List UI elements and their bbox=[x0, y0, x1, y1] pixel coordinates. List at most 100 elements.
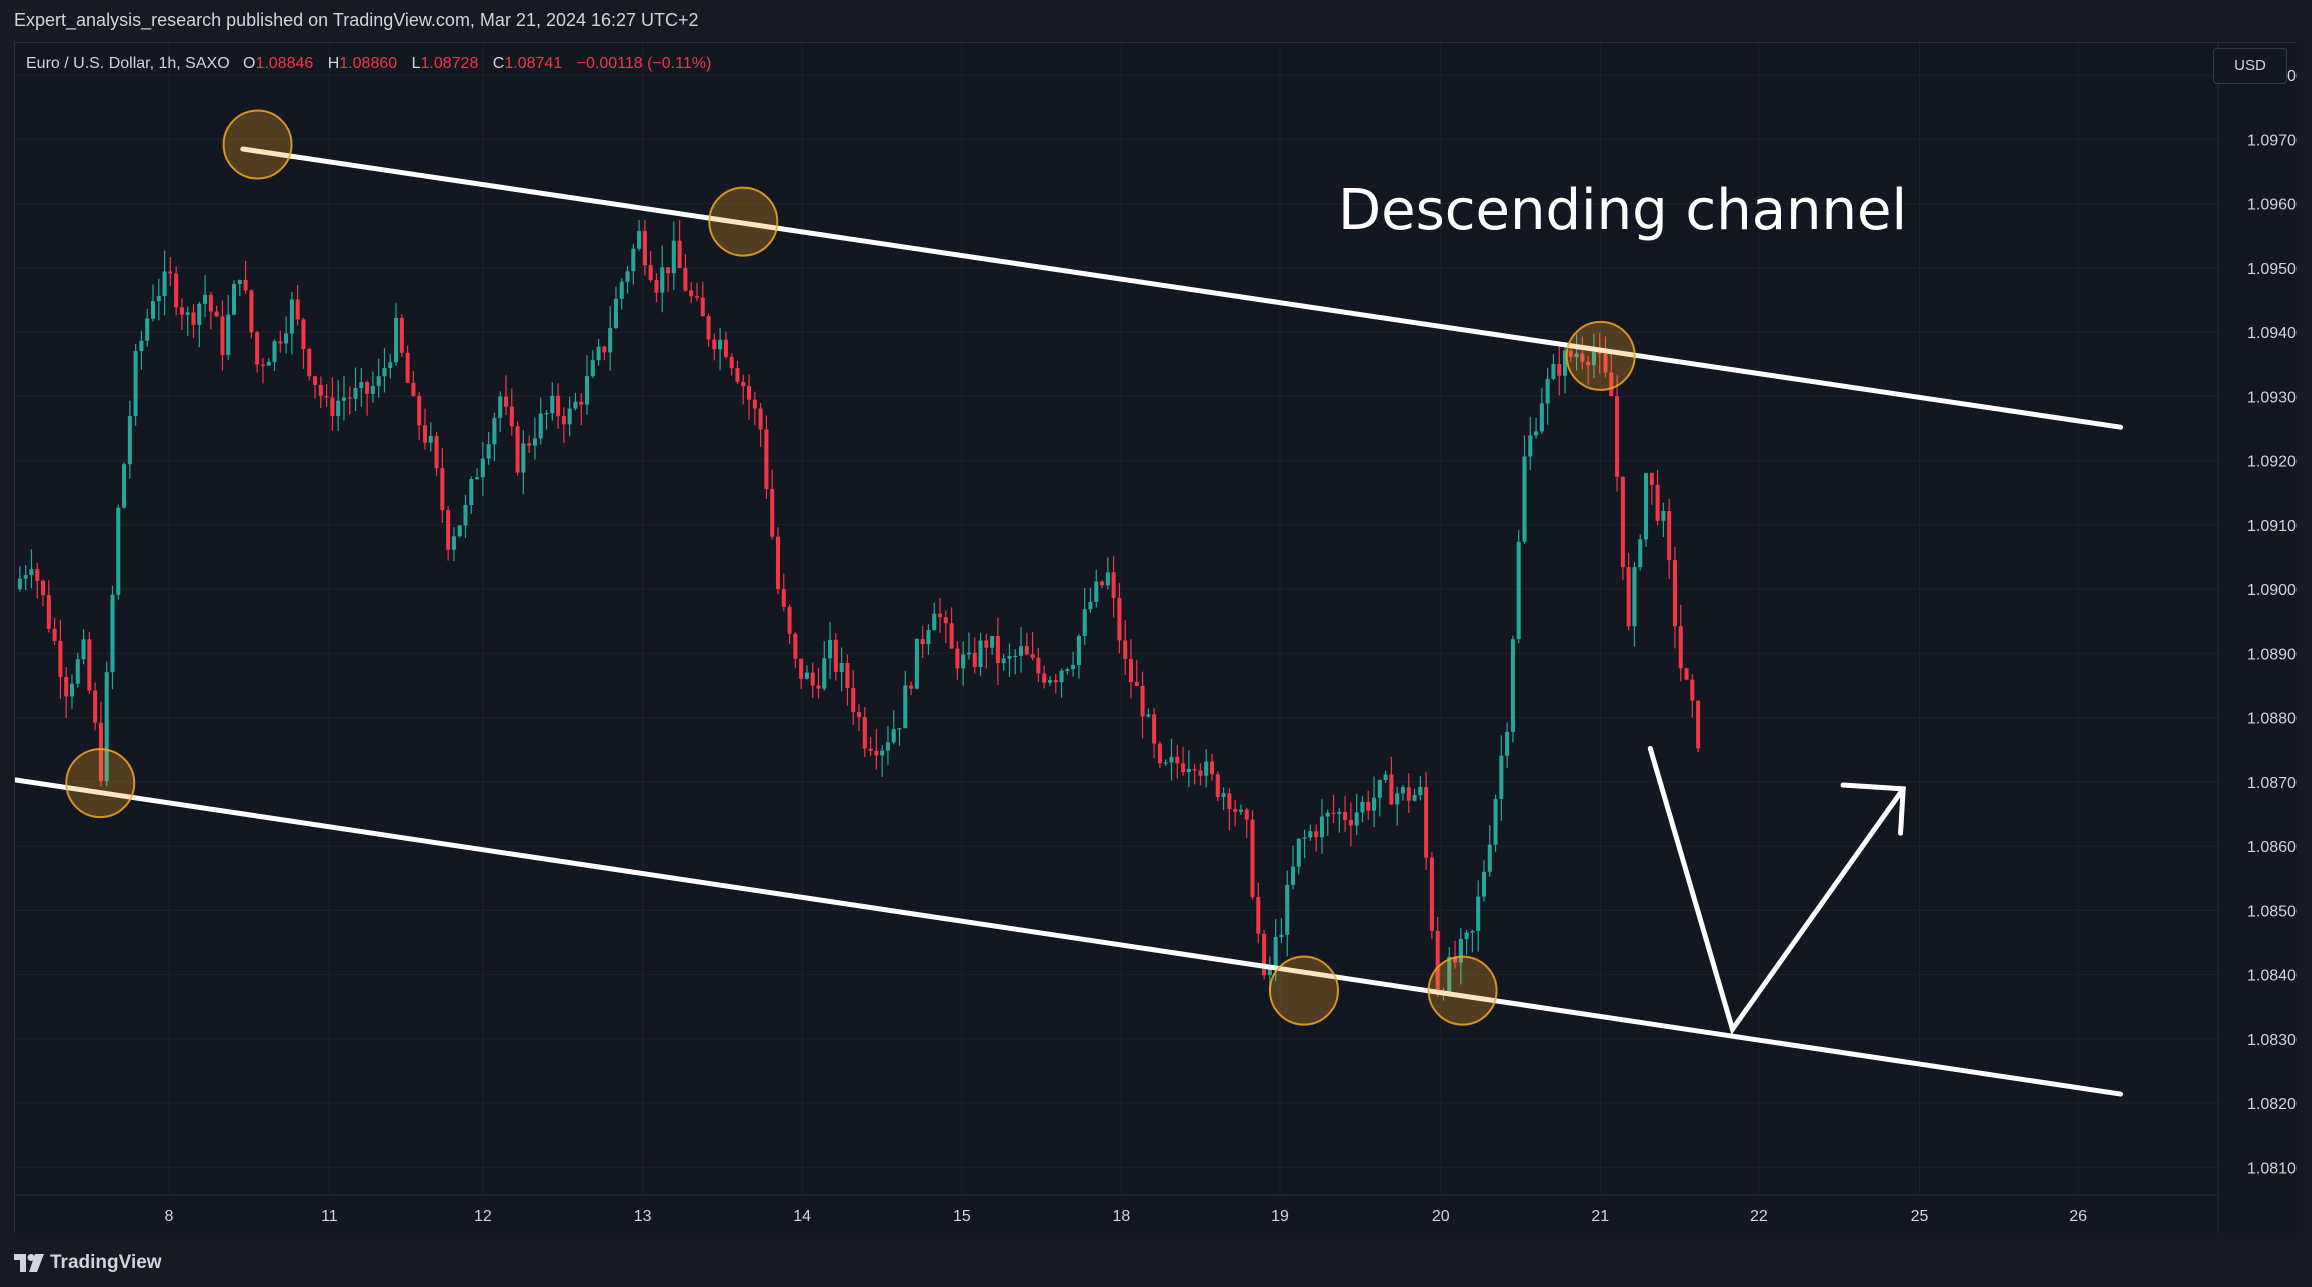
candle-body bbox=[185, 312, 190, 315]
candle-body bbox=[764, 429, 769, 490]
candle-body bbox=[17, 578, 22, 590]
x-tick-label: 22 bbox=[1750, 1208, 1768, 1225]
candle-body bbox=[631, 248, 636, 272]
candle-body bbox=[150, 301, 156, 319]
x-tick-label: 18 bbox=[1112, 1208, 1130, 1225]
candle-body bbox=[1146, 714, 1151, 717]
candle-body bbox=[874, 750, 879, 756]
candle-body bbox=[1389, 774, 1394, 805]
candle-body bbox=[1597, 352, 1602, 354]
candle-body bbox=[1586, 361, 1591, 366]
candle-body bbox=[1157, 743, 1162, 764]
candle-body bbox=[966, 652, 971, 655]
candle-body bbox=[330, 397, 335, 416]
candle-body bbox=[1522, 456, 1527, 542]
currency-button[interactable]: USD bbox=[2213, 48, 2287, 84]
candle-body bbox=[1470, 930, 1475, 933]
candle-body bbox=[1638, 539, 1643, 568]
candle-body bbox=[509, 406, 514, 427]
chart-panel[interactable]: 1.098001.097001.096001.095001.094001.093… bbox=[14, 42, 2297, 1233]
touch-circle bbox=[1565, 320, 1636, 391]
candle-body bbox=[237, 279, 242, 285]
candle-body bbox=[851, 687, 856, 713]
candle-body bbox=[729, 356, 734, 369]
candle-body bbox=[260, 364, 265, 366]
x-tick-label: 14 bbox=[793, 1208, 811, 1225]
tradingview-logo-text: TradingView bbox=[50, 1252, 162, 1273]
candle-body bbox=[770, 489, 775, 537]
tradingview-logo[interactable]: TradingView bbox=[14, 1250, 162, 1276]
channel-annotation-text: Descending channel bbox=[1338, 178, 1907, 243]
candle-body bbox=[1262, 933, 1267, 976]
candle-body bbox=[1296, 838, 1301, 867]
candle-body bbox=[972, 652, 977, 668]
channel-lower-line bbox=[15, 777, 2124, 1097]
candle-body bbox=[683, 267, 688, 291]
candle-body bbox=[417, 395, 422, 426]
candle-body bbox=[573, 401, 578, 409]
candle-body bbox=[602, 346, 607, 353]
candle-body bbox=[1435, 930, 1440, 995]
candle-body bbox=[266, 361, 271, 366]
price-chart[interactable]: 1.098001.097001.096001.095001.094001.093… bbox=[15, 43, 2297, 1233]
candle-body bbox=[1024, 646, 1029, 655]
candle-body bbox=[556, 395, 561, 417]
candle-body bbox=[52, 628, 57, 641]
high-label: H bbox=[327, 55, 340, 72]
y-tick-label: 1.08900 bbox=[2247, 646, 2297, 663]
candle-body bbox=[307, 349, 312, 377]
candle-body bbox=[1424, 786, 1429, 858]
candle-body bbox=[139, 340, 144, 352]
candle-body bbox=[69, 683, 75, 697]
candle-body bbox=[1105, 572, 1110, 586]
y-tick-label: 1.09000 bbox=[2247, 582, 2297, 599]
candle-body bbox=[1314, 831, 1319, 838]
candle-body bbox=[920, 638, 925, 645]
candle-body bbox=[376, 376, 381, 387]
candle-body bbox=[1163, 762, 1168, 764]
candle-body bbox=[347, 397, 352, 399]
candle-body bbox=[1267, 965, 1272, 976]
candle-body bbox=[446, 510, 451, 550]
candle-body bbox=[1071, 665, 1076, 670]
candle-body bbox=[168, 271, 173, 274]
candle-body bbox=[955, 648, 960, 669]
candle-body bbox=[903, 685, 908, 729]
candle-body bbox=[1343, 812, 1348, 820]
candle-body bbox=[428, 435, 433, 443]
x-tick-label: 11 bbox=[321, 1208, 338, 1225]
symbol-name[interactable]: Euro / U.S. Dollar, 1h, SAXO bbox=[26, 55, 230, 72]
open-label: O bbox=[242, 55, 256, 72]
candle-body bbox=[156, 295, 161, 302]
x-tick-label: 12 bbox=[474, 1208, 492, 1225]
publish-header: Expert_analysis_research published on Tr… bbox=[0, 0, 2312, 42]
candle-body bbox=[897, 728, 902, 730]
x-tick-label: 19 bbox=[1271, 1208, 1289, 1225]
candle-body bbox=[249, 290, 254, 333]
candle-body bbox=[104, 672, 109, 782]
candle-body bbox=[723, 339, 728, 357]
y-tick-label: 1.09600 bbox=[2247, 197, 2297, 214]
candle-body bbox=[231, 284, 237, 315]
candle-body bbox=[914, 638, 919, 689]
candle-body bbox=[272, 341, 277, 362]
candle-body bbox=[700, 297, 705, 317]
candle-body bbox=[1250, 819, 1255, 898]
candle-body bbox=[498, 396, 503, 418]
candle-body bbox=[162, 271, 167, 296]
candle-body bbox=[98, 722, 103, 782]
candle-body bbox=[1562, 350, 1568, 376]
candle-body bbox=[787, 606, 792, 634]
candle-body bbox=[1534, 431, 1539, 436]
y-tick-label: 1.09100 bbox=[2247, 518, 2297, 535]
candle-body bbox=[1481, 871, 1487, 897]
candle-body bbox=[93, 690, 98, 723]
touch-circle bbox=[1268, 955, 1339, 1026]
candle-body bbox=[1383, 774, 1388, 781]
candle-body bbox=[1325, 812, 1330, 817]
candle-body bbox=[1453, 956, 1458, 963]
candle-body bbox=[671, 240, 676, 274]
candle-body bbox=[1557, 363, 1562, 376]
candle-body bbox=[1649, 473, 1654, 485]
candle-body bbox=[46, 595, 51, 629]
